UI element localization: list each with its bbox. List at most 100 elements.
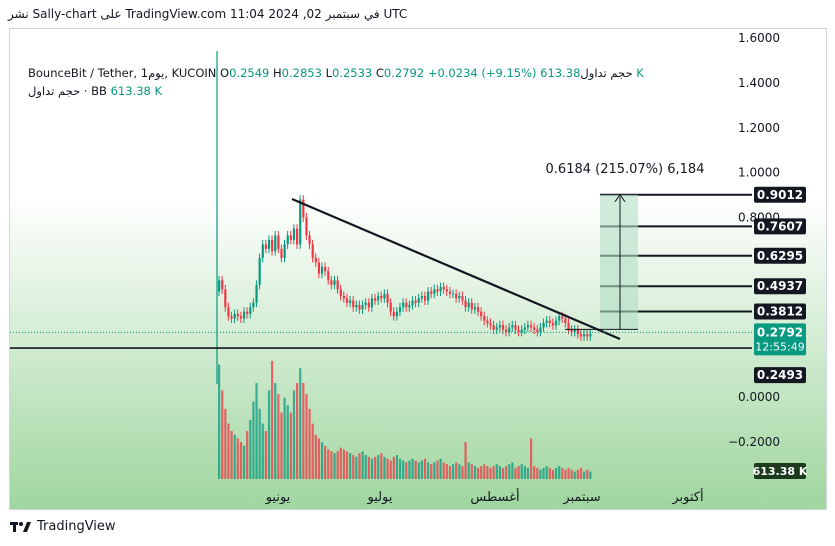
- candle-body: [539, 327, 542, 332]
- candle-body: [289, 235, 292, 240]
- candle-body: [339, 289, 342, 297]
- candle-body: [386, 293, 389, 303]
- volume-bar: [542, 467, 545, 479]
- candle-body: [267, 239, 271, 249]
- candle-body: [330, 280, 333, 285]
- candle-body: [464, 300, 467, 308]
- chart-frame[interactable]: 0.9012 0.7607 0.6295 0.4937 0.3812 0.6184 (21…: [9, 28, 827, 510]
- legend-row-ohlc: BounceBit / Tether, 1يوم, KUCOIN O0.2549…: [28, 66, 644, 80]
- volume-bar: [227, 423, 230, 479]
- candle-body: [536, 329, 539, 332]
- candle-body: [567, 322, 570, 330]
- volume-bar: [567, 467, 570, 479]
- volume-bar: [255, 383, 258, 479]
- x-tick-label: يوليو: [367, 490, 393, 505]
- volume-bar: [218, 364, 221, 479]
- volume-bar: [514, 467, 517, 479]
- candle-body: [355, 305, 358, 308]
- volume-bar: [483, 464, 486, 479]
- candle-body: [233, 313, 236, 319]
- candle-body: [230, 316, 233, 319]
- volume-bar: [492, 466, 495, 479]
- volume-bar: [280, 412, 283, 479]
- volume-bar: [423, 458, 427, 479]
- footer-brand[interactable]: TradingView: [10, 519, 116, 534]
- candle-body: [367, 302, 370, 308]
- candle-body: [299, 199, 302, 245]
- volume-bar: [480, 466, 483, 479]
- candle-body: [317, 262, 321, 274]
- drawings[interactable]: 0.9012 0.7607 0.6295 0.4937 0.3812 0.6184 (21…: [10, 162, 808, 479]
- candle-body: [283, 244, 286, 258]
- candle-body: [224, 289, 227, 308]
- candle-body: [470, 302, 473, 310]
- candle-body: [554, 320, 558, 326]
- candle-body: [495, 327, 498, 330]
- symbol-label[interactable]: BounceBit / Tether, 1يوم, KUCOIN: [28, 66, 217, 80]
- volume-bar: [246, 431, 249, 479]
- volume-bar: [383, 456, 386, 479]
- volume-bar: [548, 467, 551, 479]
- price-level-tag: [754, 218, 806, 235]
- volume-bar: [233, 434, 236, 479]
- x-tick-label: أكتوبر: [671, 488, 703, 505]
- volume-bar: [380, 453, 383, 479]
- tradingview-logo-icon: [10, 521, 31, 532]
- volume-bar: [442, 462, 445, 479]
- volume-bar: [296, 383, 299, 479]
- candles: [216, 51, 592, 384]
- volume-bar: [364, 455, 367, 479]
- volume-bar: [526, 467, 530, 479]
- volume-bar: [586, 469, 589, 479]
- price-axis[interactable]: 1.6000 1.4000 1.2000 1.0000 0.8000 0.0000 −0.2…: [265, 31, 780, 505]
- volume-bar: [317, 438, 321, 479]
- candle-body: [405, 302, 408, 308]
- price-level-tag: [754, 247, 806, 264]
- candle-body: [271, 239, 274, 252]
- candle-body: [364, 302, 367, 306]
- volume-bar: [230, 431, 233, 479]
- candle-body: [417, 298, 420, 303]
- candle-body: [221, 280, 224, 290]
- volume-bar: [236, 438, 239, 479]
- candle-body: [274, 235, 277, 252]
- volume-bar: [261, 423, 264, 479]
- measure-label: 0.6184 (215.07%) 6,184: [546, 162, 705, 177]
- candle-body: [311, 244, 314, 258]
- candle-body: [324, 266, 327, 272]
- volume-bar: [370, 458, 374, 479]
- volume-bar: [264, 431, 267, 479]
- candle-body: [473, 307, 477, 310]
- candle-body: [523, 327, 526, 330]
- price-chart[interactable]: 0.9012 0.7607 0.6295 0.4937 0.3812 0.6184 (21…: [10, 29, 826, 509]
- legend-row-volume: حجم تداول · BB 613.38 K: [28, 84, 162, 98]
- candle-body: [296, 228, 299, 245]
- volume-bar: [242, 445, 246, 479]
- volume-bar: [239, 442, 243, 479]
- candle-body: [427, 291, 430, 301]
- candle-body: [227, 307, 230, 317]
- candle-body: [361, 305, 364, 310]
- volume-bar: [386, 458, 389, 479]
- candle-body: [333, 280, 336, 285]
- volume-indicator-label[interactable]: حجم تداول · BB: [28, 84, 107, 98]
- volume-bar: [224, 408, 227, 479]
- candle-body: [392, 311, 395, 317]
- candle-body: [483, 316, 486, 321]
- candle-body: [551, 322, 555, 326]
- volume-bar: [498, 466, 501, 479]
- price-level-tag-text: 0.6295: [757, 249, 803, 263]
- volume-indicator-value: 613.38 K: [110, 84, 163, 98]
- current-price-text: 0.2792: [757, 325, 803, 339]
- candle-body: [277, 235, 280, 249]
- high-value: 0.2853: [281, 66, 322, 80]
- x-tick-label: سبتمبر: [562, 490, 600, 505]
- volume-bar: [377, 455, 380, 479]
- support-tag-text: 0.2493: [757, 368, 803, 382]
- close-value: 0.2792: [383, 66, 425, 80]
- volume-bar: [439, 458, 442, 479]
- volume-bar: [564, 469, 567, 479]
- volume-bar: [405, 462, 408, 479]
- descending-trendline: [291, 197, 621, 341]
- candle-body: [545, 320, 548, 323]
